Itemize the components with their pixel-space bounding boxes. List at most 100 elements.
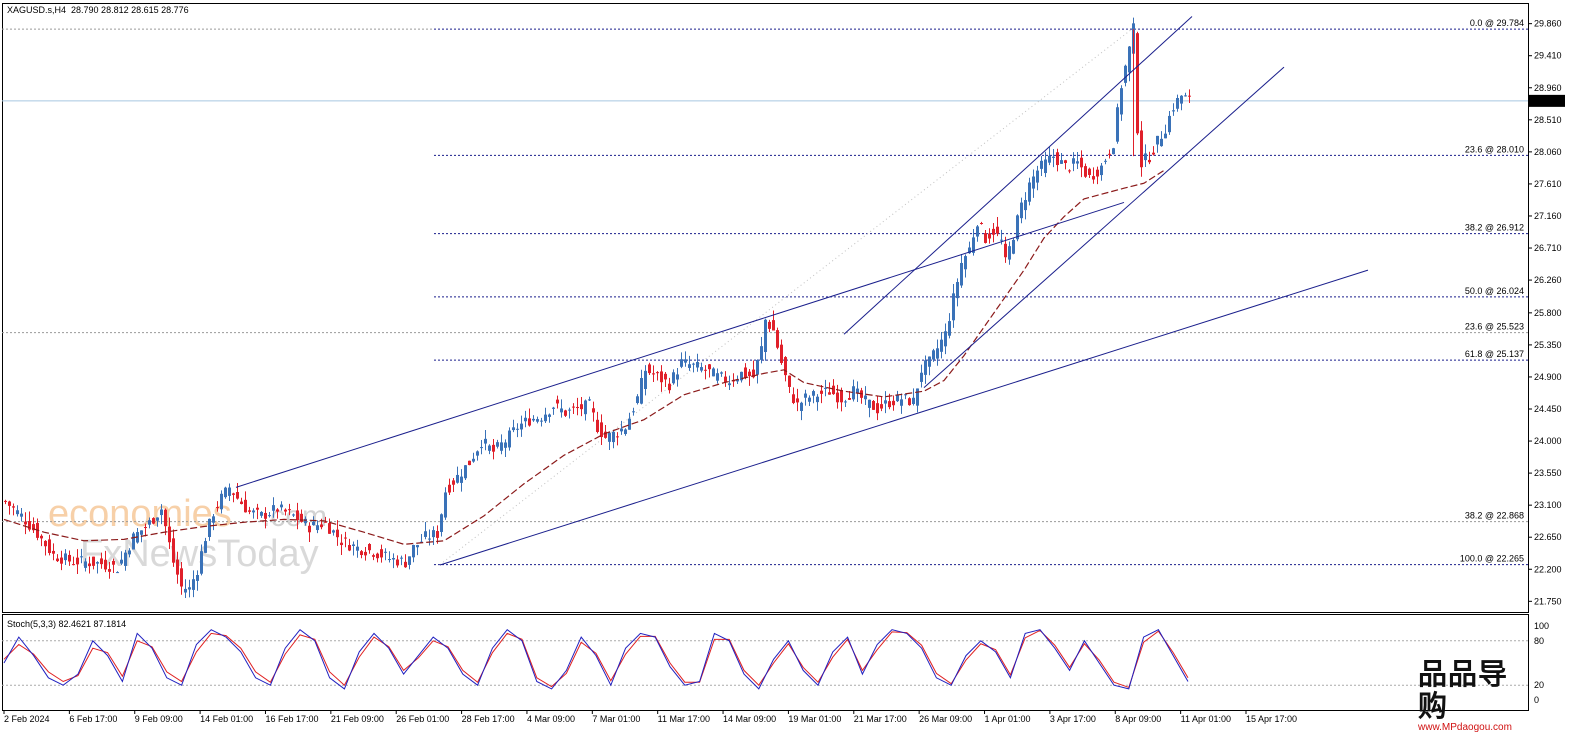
candle-body	[484, 438, 487, 444]
candle-body	[508, 430, 511, 448]
y-tick-label: 28.960	[1534, 83, 1562, 93]
candle-body	[28, 521, 31, 530]
candle-body	[304, 518, 307, 524]
candle-body	[820, 390, 823, 394]
candle-body	[336, 529, 339, 538]
x-tick-label: 9 Feb 09:00	[135, 714, 183, 724]
y-tick-label: 21.750	[1534, 596, 1562, 606]
candle-body	[276, 509, 279, 512]
candle-body	[368, 543, 371, 551]
candle-body	[796, 398, 799, 403]
candle-body	[748, 371, 751, 377]
brand-url: www.MPdaogou.com	[1418, 722, 1512, 733]
candles-group	[4, 17, 1191, 599]
candle-body	[1012, 239, 1015, 254]
candle-body	[432, 530, 435, 538]
fib-level-label: 23.6 @ 25.523	[1465, 322, 1524, 332]
candle-body	[688, 364, 691, 368]
candle-body	[252, 510, 255, 513]
candle-body	[284, 509, 287, 512]
candle-body	[464, 465, 467, 479]
candle-body	[636, 396, 639, 404]
candle-body	[652, 373, 655, 375]
candle-body	[400, 557, 403, 559]
candle-body	[404, 561, 407, 568]
x-tick-label: 26 Mar 09:00	[919, 714, 972, 724]
candle-body	[1100, 165, 1103, 176]
trendline-outer-channel-upper	[235, 312, 781, 488]
x-tick-label: 7 Mar 01:00	[592, 714, 640, 724]
y-tick-label: 29.860	[1534, 19, 1562, 29]
candle-body	[440, 514, 443, 532]
candle-body	[356, 546, 359, 551]
fib-level-label: 0.0 @ 29.784	[1470, 18, 1524, 28]
candle-body	[88, 563, 91, 567]
candle-body	[1168, 115, 1171, 133]
candle-body	[964, 256, 967, 270]
candle-body	[264, 512, 267, 519]
x-tick-label: 14 Mar 09:00	[723, 714, 776, 724]
candle-body	[376, 553, 379, 559]
y-tick-label: 22.650	[1534, 532, 1562, 542]
stoch-axis-label: 20	[1534, 680, 1544, 690]
candle-body	[916, 388, 919, 406]
candle-body	[536, 419, 539, 422]
candle-body	[184, 588, 187, 593]
candle-body	[716, 373, 719, 381]
candle-body	[856, 388, 859, 393]
candle-body	[640, 378, 643, 404]
candle-body	[256, 507, 259, 510]
candle-body	[332, 530, 335, 533]
candle-body	[524, 417, 527, 422]
candle-body	[1156, 135, 1159, 145]
candle-body	[1036, 170, 1039, 183]
candle-body	[52, 550, 55, 554]
brand-logo: 品品导购 www.MPdaogou.com	[1418, 658, 1536, 733]
candle-body	[1180, 95, 1183, 104]
candle-body	[68, 554, 71, 562]
candle-body	[752, 369, 755, 378]
candle-body	[576, 406, 579, 409]
candle-body	[1140, 130, 1143, 168]
candle-body	[272, 505, 275, 511]
x-tick-label: 28 Feb 17:00	[462, 714, 515, 724]
trendline-outer-channel-lower	[439, 269, 1369, 566]
candle-body	[864, 395, 867, 400]
candle-body	[132, 533, 135, 550]
candle-body	[1088, 168, 1091, 175]
candle-body	[288, 509, 291, 511]
candle-body	[684, 359, 687, 363]
candle-body	[456, 474, 459, 483]
candle-body	[1056, 152, 1059, 166]
candle-body	[360, 551, 363, 556]
candle-body	[300, 513, 303, 522]
candle-body	[212, 516, 215, 523]
candle-body	[236, 492, 239, 499]
candle-body	[980, 222, 983, 224]
x-tick-label: 21 Mar 17:00	[854, 714, 907, 724]
candle-body	[120, 559, 123, 564]
candle-body	[44, 540, 47, 547]
candle-body	[556, 399, 559, 404]
candle-body	[724, 376, 727, 383]
candle-body	[696, 362, 699, 368]
candle-body	[1124, 65, 1127, 83]
candle-body	[792, 394, 795, 403]
candle-body	[412, 545, 415, 558]
candle-body	[180, 568, 183, 587]
watermark-economies: economies	[48, 493, 232, 535]
candle-body	[580, 404, 583, 410]
candle-body	[208, 518, 211, 538]
y-tick-label: 26.260	[1534, 275, 1562, 285]
candle-body	[944, 331, 947, 347]
candle-body	[616, 436, 619, 438]
candle-body	[516, 428, 519, 430]
candle-body	[92, 556, 95, 566]
candle-body	[268, 515, 271, 517]
candle-body	[312, 521, 315, 526]
candle-body	[584, 400, 587, 415]
candle-body	[668, 383, 671, 391]
candle-body	[784, 357, 787, 376]
candle-body	[824, 387, 827, 389]
candle-body	[712, 368, 715, 377]
